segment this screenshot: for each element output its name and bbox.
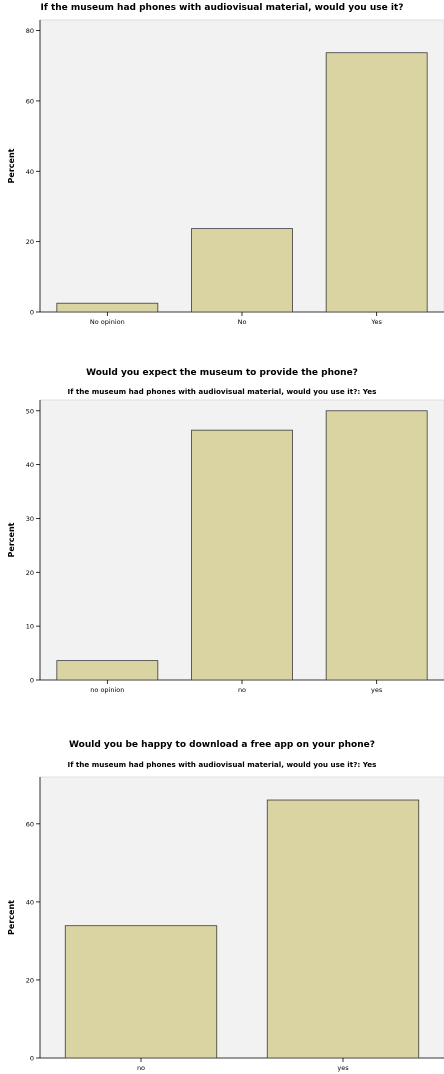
- y-tick-label: 60: [26, 97, 34, 105]
- y-tick-label: 60: [26, 820, 34, 828]
- x-tick-label: Yes: [370, 318, 382, 326]
- y-tick-label: 20: [26, 238, 34, 246]
- chart-2: Would you expect the museum to provide t…: [0, 360, 444, 700]
- bar-no-opinion: [56, 302, 159, 313]
- y-tick-label: 10: [26, 623, 34, 631]
- chart-3-title: Would you be happy to download a free ap…: [69, 740, 375, 750]
- y-axis-label: Percent: [7, 148, 16, 183]
- bar-no: [191, 228, 293, 313]
- chart-3-svg: 0 20 40 60 Percent no yes: [7, 776, 444, 1072]
- bar-no: [191, 429, 293, 681]
- y-axis-label: Percent: [7, 900, 16, 935]
- y-tick-label: 20: [26, 976, 34, 984]
- bar-yes: [325, 410, 428, 681]
- x-tick-label: no: [137, 1064, 145, 1072]
- y-tick-label: 40: [26, 898, 34, 906]
- chart-3-subtitle: If the museum had phones with audiovisua…: [67, 760, 377, 769]
- y-tick-label: 50: [26, 407, 34, 415]
- y-tick-label: 20: [26, 569, 34, 577]
- y-tick-label: 40: [26, 461, 34, 469]
- chart-2-title: Would you expect the museum to provide t…: [86, 368, 358, 378]
- y-tick-label: 80: [26, 27, 34, 35]
- chart-2-subtitle: If the museum had phones with audiovisua…: [67, 387, 377, 396]
- y-tick-label: 0: [30, 309, 34, 317]
- chart-2-svg: 0 10 20 30 40 50 Percent no opinion no yes: [7, 399, 444, 694]
- x-tick-label: yes: [371, 686, 383, 694]
- x-tick-label: No opinion: [90, 318, 125, 326]
- x-tick-label: No: [238, 318, 247, 326]
- y-tick-label: 40: [26, 168, 34, 176]
- chart-1: If the museum had phones with audiovisua…: [0, 0, 444, 330]
- chart-3: Would you be happy to download a free ap…: [0, 730, 444, 1074]
- bar-yes: [325, 52, 428, 313]
- y-tick-label: 0: [30, 1055, 34, 1063]
- x-tick-label: yes: [337, 1064, 349, 1072]
- chart-1-svg: 0 20 40 60 80 Percent No opinion No Yes: [7, 19, 444, 326]
- bar-no-opinion: [56, 660, 159, 681]
- bar-yes: [266, 799, 420, 1059]
- y-tick-label: 0: [30, 677, 34, 685]
- y-tick-label: 30: [26, 515, 34, 523]
- x-tick-label: no: [238, 686, 246, 694]
- y-axis-label: Percent: [7, 522, 16, 557]
- x-tick-label: no opinion: [90, 686, 124, 694]
- bar-no: [64, 925, 218, 1059]
- chart-1-title: If the museum had phones with audiovisua…: [40, 3, 404, 13]
